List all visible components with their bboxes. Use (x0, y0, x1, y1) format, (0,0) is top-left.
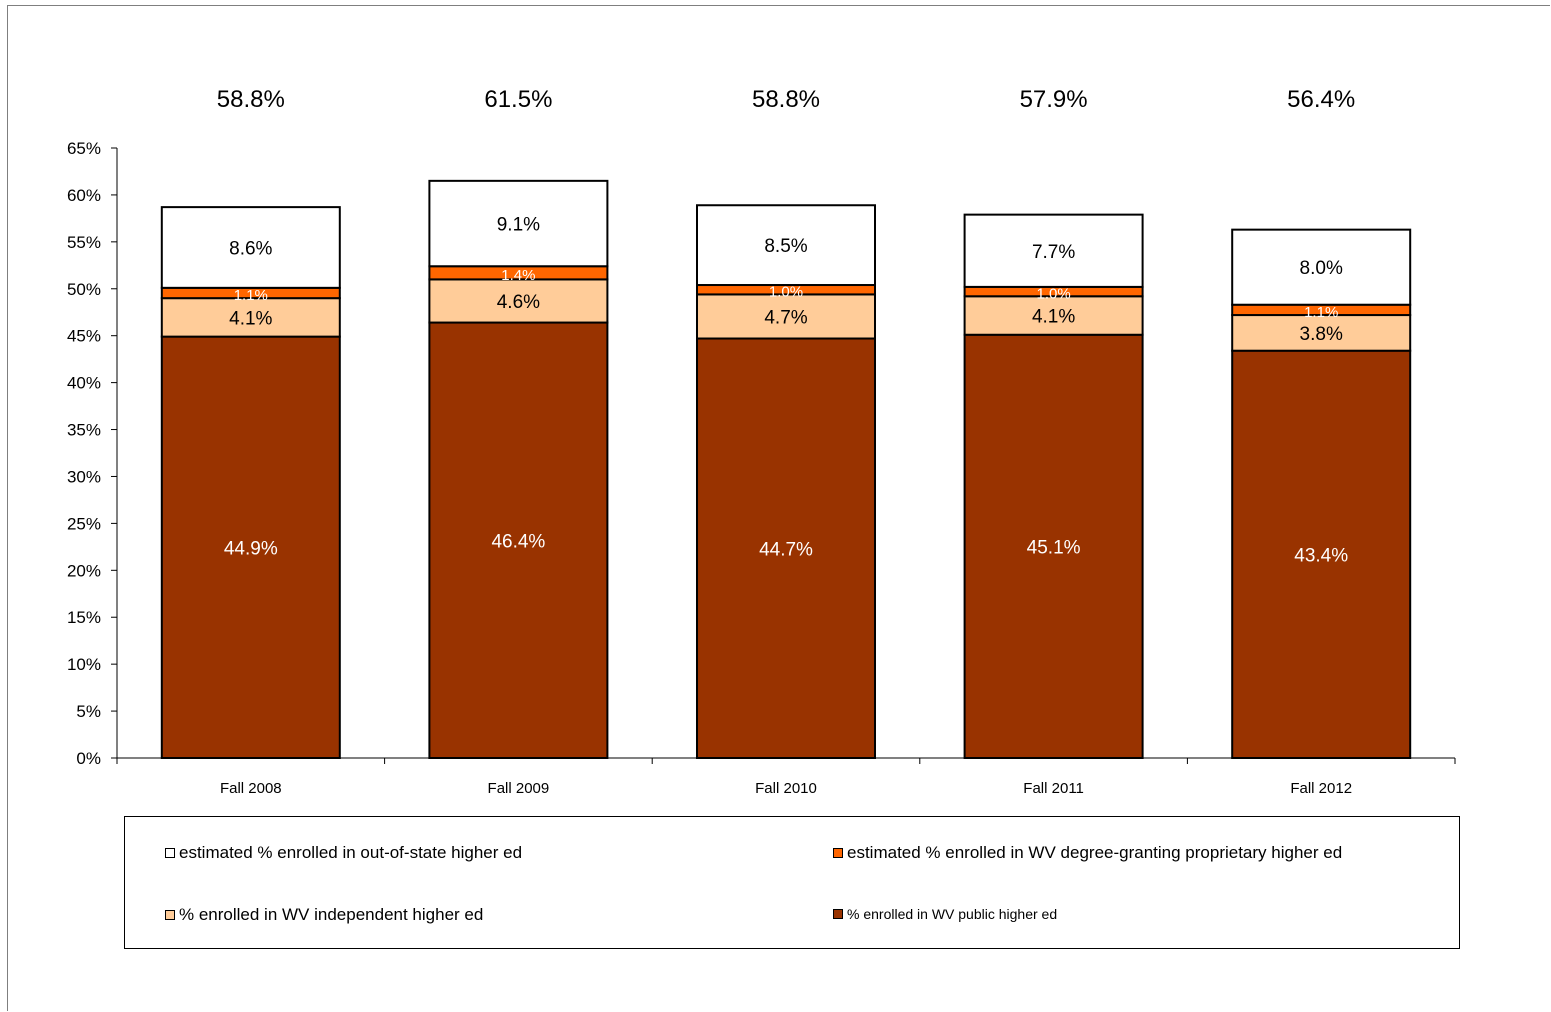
y-tick-label: 50% (67, 280, 101, 299)
bar-segment (1231, 228, 1412, 306)
y-tick-label: 65% (67, 139, 101, 158)
legend-swatch-proprietary (833, 847, 843, 858)
data-label: 43.4% (1294, 545, 1348, 566)
bar-segment (963, 213, 1144, 288)
legend-label-out-of-state: estimated % enrolled in out-of-state hig… (179, 843, 523, 862)
legend-label-independent: % enrolled in WV independent higher ed (179, 905, 484, 924)
x-tick-label: Fall 2009 (488, 780, 550, 797)
bar-segment (428, 179, 609, 268)
legend-label-proprietary: estimated % enrolled in WV degree-granti… (847, 843, 1343, 862)
y-tick-label: 60% (67, 186, 101, 205)
y-tick-label: 20% (67, 561, 101, 580)
x-tick-label: Fall 2008 (220, 780, 282, 797)
legend-label-public: % enrolled in WV public higher ed (847, 906, 1058, 922)
data-label: 46.4% (491, 531, 545, 552)
y-tick-label: 25% (67, 514, 101, 533)
data-label: 44.7% (759, 539, 813, 560)
legend-swatch-independent (165, 909, 175, 920)
data-label: 1.4% (501, 267, 535, 284)
data-label: 4.1% (1032, 307, 1075, 328)
data-label: 4.7% (764, 307, 807, 328)
data-label: 9.1% (497, 215, 540, 236)
y-tick-label: 45% (67, 327, 101, 346)
y-tick-label: 30% (67, 467, 101, 486)
bar-segment (428, 321, 609, 759)
y-tick-label: 35% (67, 421, 101, 440)
legend-item-public: % enrolled in WV public higher ed (833, 907, 1057, 921)
bar-segment (696, 204, 876, 287)
bar-segment (428, 278, 609, 324)
legend-item-proprietary: estimated % enrolled in WV degree-granti… (833, 844, 1342, 861)
bar-segment (963, 333, 1144, 759)
y-tick-label: 55% (67, 233, 101, 252)
y-tick-label: 5% (76, 702, 101, 721)
legend: estimated % enrolled in out-of-state hig… (124, 816, 1460, 949)
stacked-bar-chart: 0% 5% 10% 15% 20% 25% 30% 35% 40% 45% 50% 55% 60% 65%… (67, 86, 1456, 797)
data-label: 1.0% (769, 284, 803, 301)
bar-segment (963, 295, 1144, 336)
y-tick-label: 10% (67, 655, 101, 674)
data-label: 45.1% (1027, 537, 1081, 558)
legend-item-independent: % enrolled in WV independent higher ed (165, 906, 483, 923)
bar-segment (160, 335, 341, 759)
data-label: 4.1% (229, 308, 272, 329)
total-label: 61.5% (484, 86, 552, 113)
data-label: 8.5% (764, 236, 807, 257)
y-tick-label: 15% (67, 608, 101, 627)
data-label: 1.1% (234, 287, 268, 304)
bar-segment (160, 297, 341, 338)
y-tick-label: 40% (67, 374, 101, 393)
x-tick-label: Fall 2011 (1023, 780, 1084, 797)
data-label: 4.6% (497, 292, 540, 313)
data-label: 1.0% (1036, 286, 1070, 303)
legend-swatch-out-of-state (165, 847, 175, 858)
legend-item-out-of-state: estimated % enrolled in out-of-state hig… (165, 844, 522, 861)
bar-segment (696, 337, 876, 759)
y-tick-label: 0% (76, 749, 101, 768)
x-tick-label: Fall 2012 (1290, 780, 1352, 797)
data-label: 44.9% (224, 538, 278, 559)
total-label: 58.8% (752, 86, 820, 113)
bar-segment (160, 206, 341, 289)
data-label: 8.0% (1300, 258, 1343, 279)
data-label: 3.8% (1300, 324, 1343, 345)
total-label: 58.8% (217, 86, 285, 113)
total-label: 56.4% (1287, 86, 1355, 113)
chart-frame (7, 5, 1550, 1011)
data-label: 1.1% (1304, 304, 1338, 321)
legend-swatch-public (833, 909, 843, 919)
bar-segment (1231, 349, 1412, 759)
data-label: 8.6% (229, 238, 272, 259)
data-label: 7.7% (1032, 242, 1075, 263)
total-label: 57.9% (1020, 86, 1088, 113)
bar-segment (696, 293, 876, 340)
x-tick-label: Fall 2010 (755, 780, 817, 797)
bar-segment (1231, 314, 1412, 352)
